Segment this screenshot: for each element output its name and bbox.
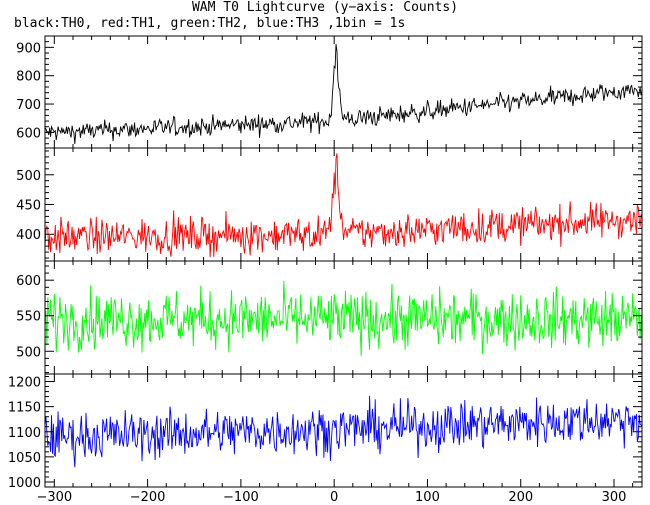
series-line-3 [45,395,642,468]
y-tick-label: 600 [16,126,41,141]
x-tick-label: 300 [602,490,627,505]
y-tick-label: 1050 [8,451,41,466]
x-tick-label: 200 [508,490,533,505]
y-tick-label: 1150 [8,401,41,416]
chart-subtitle: black:TH0, red:TH1, green:TH2, blue:TH3 … [14,16,406,31]
series-line-2 [45,280,642,357]
panel-frame-1 [44,147,643,262]
y-tick-label: 500 [16,345,41,360]
series-line-1 [45,153,642,258]
y-tick-label: 1100 [8,426,41,441]
y-tick-label: 1200 [8,376,41,391]
y-tick-label: 1000 [8,476,41,491]
x-tick-label: 0 [330,490,338,505]
chart-title: WAM T0 Lightcurve (y−axis: Counts) [191,0,459,15]
y-tick-label: 550 [16,310,41,325]
y-tick-label: 700 [16,98,41,113]
y-tick-label: 500 [16,169,41,184]
panel-0: 600 700 800 900 [16,35,643,149]
y-tick-label: 450 [16,199,41,214]
x-tick-label: −100 [223,490,259,505]
x-tick-label: −300 [36,490,72,505]
x-tick-label: 100 [415,490,440,505]
y-tick-label: 400 [16,228,41,243]
panel-2: 500 550 600 [16,260,643,375]
y-tick-label: 900 [16,41,41,56]
series-line-0 [45,44,642,145]
panel-frame-3 [44,373,643,488]
x-tick-label: −200 [130,490,166,505]
panel-1: 400 450 500 [16,147,643,262]
y-tick-label: 600 [16,274,41,289]
panel-3: 1000 1050 1100 1150 1200 [8,373,643,491]
y-tick-label: 800 [16,70,41,85]
